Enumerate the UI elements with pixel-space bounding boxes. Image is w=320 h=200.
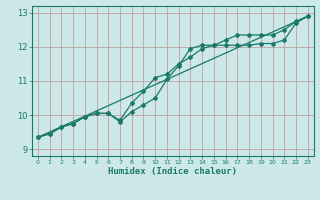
X-axis label: Humidex (Indice chaleur): Humidex (Indice chaleur) [108,167,237,176]
